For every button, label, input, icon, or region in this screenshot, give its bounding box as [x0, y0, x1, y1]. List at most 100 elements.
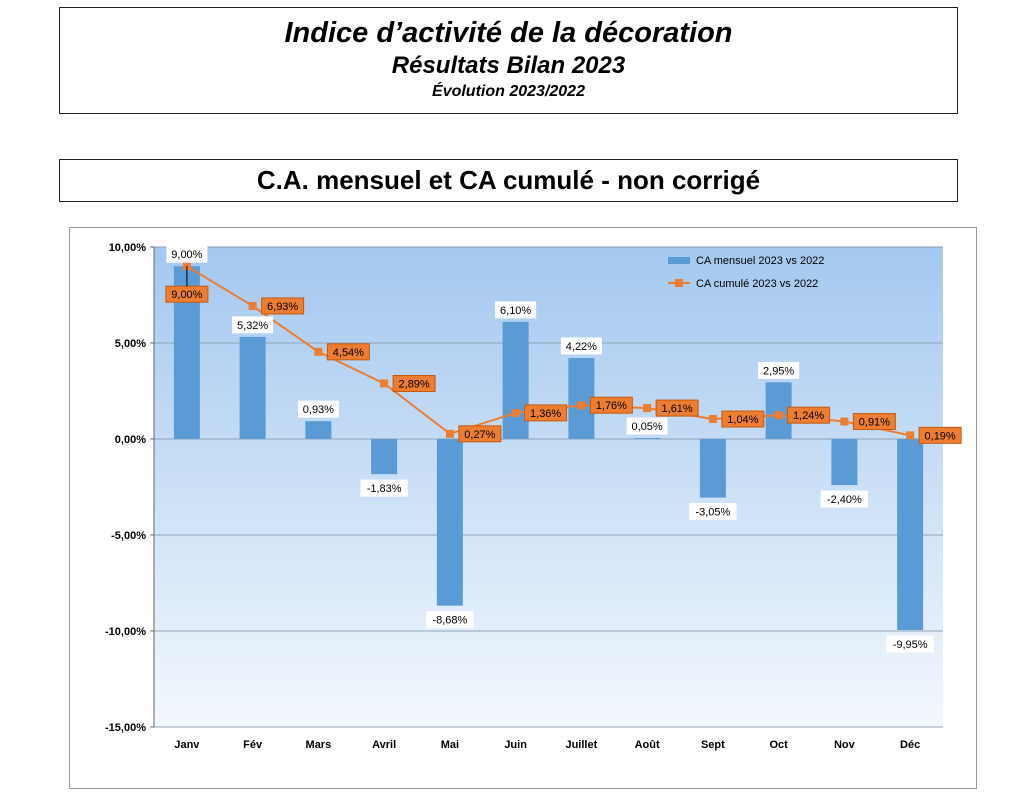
bar-data-label: 5,32%: [237, 320, 268, 332]
line-data-label: 1,36%: [530, 408, 561, 420]
line-marker: [774, 411, 783, 420]
section-title-box: C.A. mensuel et CA cumulé - non corrigé: [59, 159, 958, 202]
bar-mensuel: [239, 336, 266, 439]
bar-data-label-box: [689, 503, 737, 521]
bar-data-label: 0,05%: [632, 421, 663, 433]
line-marker: [643, 404, 652, 413]
y-tick-label: 0,00%: [115, 434, 146, 446]
line-data-label-box: [787, 406, 831, 424]
line-data-label-box: [655, 399, 699, 417]
x-tick-label: Juillet: [565, 739, 597, 751]
section-title: C.A. mensuel et CA cumulé - non corrigé: [256, 165, 761, 195]
line-data-label: 6,93%: [267, 301, 298, 313]
line-data-label: 0,27%: [464, 429, 495, 441]
bar-data-label: 0,93%: [303, 404, 334, 416]
line-data-label-box: [458, 425, 502, 443]
bar-data-label: -1,83%: [367, 483, 402, 495]
x-tick-label: Août: [635, 739, 660, 751]
x-tick-label: Oct: [769, 739, 788, 751]
period-label: Évolution 2023/2022: [432, 83, 585, 100]
y-tick-label: -10,00%: [105, 626, 146, 638]
y-tick-label: -5,00%: [111, 530, 146, 542]
bar-mensuel: [897, 439, 924, 631]
bar-data-label-box: [626, 417, 668, 435]
line-marker: [380, 379, 389, 388]
bar-data-label-box: [758, 361, 800, 379]
line-marker: [708, 415, 717, 424]
line-data-label: 0,19%: [925, 430, 956, 442]
x-tick-label: Sept: [701, 739, 725, 751]
line-data-label: 4,54%: [333, 347, 364, 359]
bar-data-label: -3,05%: [695, 507, 730, 519]
bar-data-label-box: [820, 490, 869, 508]
line-marker: [577, 401, 586, 410]
bar-data-label: 2,95%: [763, 365, 794, 377]
x-tick-label: Juin: [504, 739, 527, 751]
legend-bar-label: CA mensuel 2023 vs 2022: [696, 255, 824, 267]
line-data-label: 1,24%: [793, 410, 824, 422]
bar-mensuel: [305, 421, 332, 439]
chart-frame: 10,00% 5,00% 0,00% -5,00% -10,00% -15,00% Janv…: [69, 227, 977, 789]
bar-data-label-box: [232, 316, 274, 334]
bar-data-label: 9,00%: [171, 249, 202, 261]
bar-data-label-box: [886, 635, 934, 653]
line-data-label-box: [326, 343, 370, 361]
line-data-label-box: [589, 396, 633, 414]
line-data-label-box: [852, 413, 896, 431]
bar-data-label: -8,68%: [432, 615, 467, 627]
legend-bar-swatch: [668, 257, 690, 264]
bar-data-label: -9,95%: [893, 639, 928, 651]
line-data-label-box: [392, 375, 436, 393]
line-data-label: 1,76%: [596, 400, 627, 412]
page-subtitle: Résultats Bilan 2023: [391, 52, 626, 79]
legend-line-label: CA cumulé 2023 vs 2022: [696, 278, 818, 290]
line-data-label: 0,91%: [859, 417, 890, 429]
bar-data-label: 4,22%: [566, 341, 597, 353]
line-data-label: 9,00%: [171, 289, 202, 301]
chart: 10,00% 5,00% 0,00% -5,00% -10,00% -15,00% Janv…: [105, 242, 962, 751]
line-data-label-box: [721, 410, 765, 428]
x-tick-label: Fév: [243, 739, 263, 751]
line-data-label: 1,04%: [727, 414, 758, 426]
line-data-label: 2,89%: [399, 379, 430, 391]
x-tick-label: Mai: [441, 739, 459, 751]
y-tick-label: 5,00%: [115, 338, 146, 350]
plot-area: [154, 247, 943, 727]
legend: CA mensuel 2023 vs 2022 CA cumulé 2023 v…: [668, 255, 824, 290]
y-tick-label: 10,00%: [109, 242, 147, 254]
bar-mensuel: [371, 439, 398, 475]
x-tick-label: Avril: [372, 739, 396, 751]
line-marker: [248, 301, 257, 310]
bar-data-label-box: [297, 400, 339, 418]
line-marker: [314, 347, 323, 356]
bar-mensuel: [634, 438, 661, 440]
line-marker: [511, 408, 520, 417]
bar-mensuel: [436, 439, 463, 606]
line-data-label-box: [165, 285, 209, 303]
line-marker: [840, 417, 849, 426]
bar-data-label-box: [360, 479, 408, 497]
page-title: Indice d’activité de la décoration: [284, 17, 733, 49]
line-data-label-box: [918, 426, 962, 444]
line-data-label-box: [261, 297, 305, 315]
bar-mensuel: [831, 439, 858, 486]
bar-data-label-box: [560, 337, 602, 355]
header-box: Indice d’activité de la décoration Résul…: [59, 7, 958, 114]
x-tick-label: Déc: [900, 739, 920, 751]
bar-mensuel: [502, 321, 529, 439]
line-marker: [445, 429, 454, 438]
bar-data-label: -2,40%: [827, 494, 862, 506]
y-tick-label: -15,00%: [105, 722, 146, 734]
bar-data-label-box: [495, 301, 537, 319]
x-tick-label: Janv: [174, 739, 200, 751]
legend-line-marker: [675, 279, 683, 287]
line-data-label: 1,61%: [662, 403, 693, 415]
x-tick-label: Nov: [834, 739, 856, 751]
bar-data-label: 6,10%: [500, 305, 531, 317]
bar-data-label-box: [166, 245, 208, 263]
bar-mensuel: [699, 439, 726, 498]
bar-data-label-box: [426, 611, 474, 629]
line-marker: [906, 431, 915, 440]
line-data-label-box: [524, 404, 568, 422]
x-tick-label: Mars: [306, 739, 332, 751]
